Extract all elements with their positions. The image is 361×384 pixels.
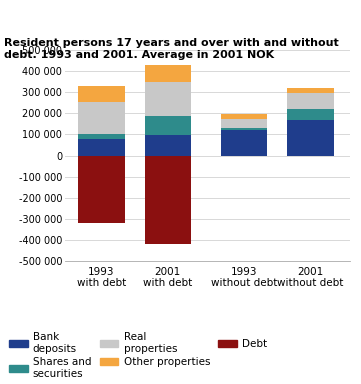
Bar <box>221 119 267 128</box>
Bar <box>144 116 191 136</box>
Bar <box>78 102 125 134</box>
Bar <box>78 86 125 102</box>
Bar <box>221 114 267 119</box>
Legend: Bank
deposits, Shares and
securities, Real
properties, Other properties, Debt: Bank deposits, Shares and securities, Re… <box>9 333 268 379</box>
Bar <box>144 65 191 81</box>
Bar <box>221 128 267 130</box>
Bar <box>221 130 267 156</box>
Bar <box>144 136 191 156</box>
Bar <box>287 109 334 120</box>
Bar <box>78 134 125 139</box>
Bar <box>78 139 125 156</box>
Bar <box>144 156 191 244</box>
Bar <box>287 120 334 156</box>
Bar <box>287 93 334 109</box>
Bar <box>78 156 125 223</box>
Text: Resident persons 17 years and over with and without
debt. 1993 and 2001. Average: Resident persons 17 years and over with … <box>4 38 338 60</box>
Bar <box>144 81 191 116</box>
Bar <box>287 88 334 93</box>
